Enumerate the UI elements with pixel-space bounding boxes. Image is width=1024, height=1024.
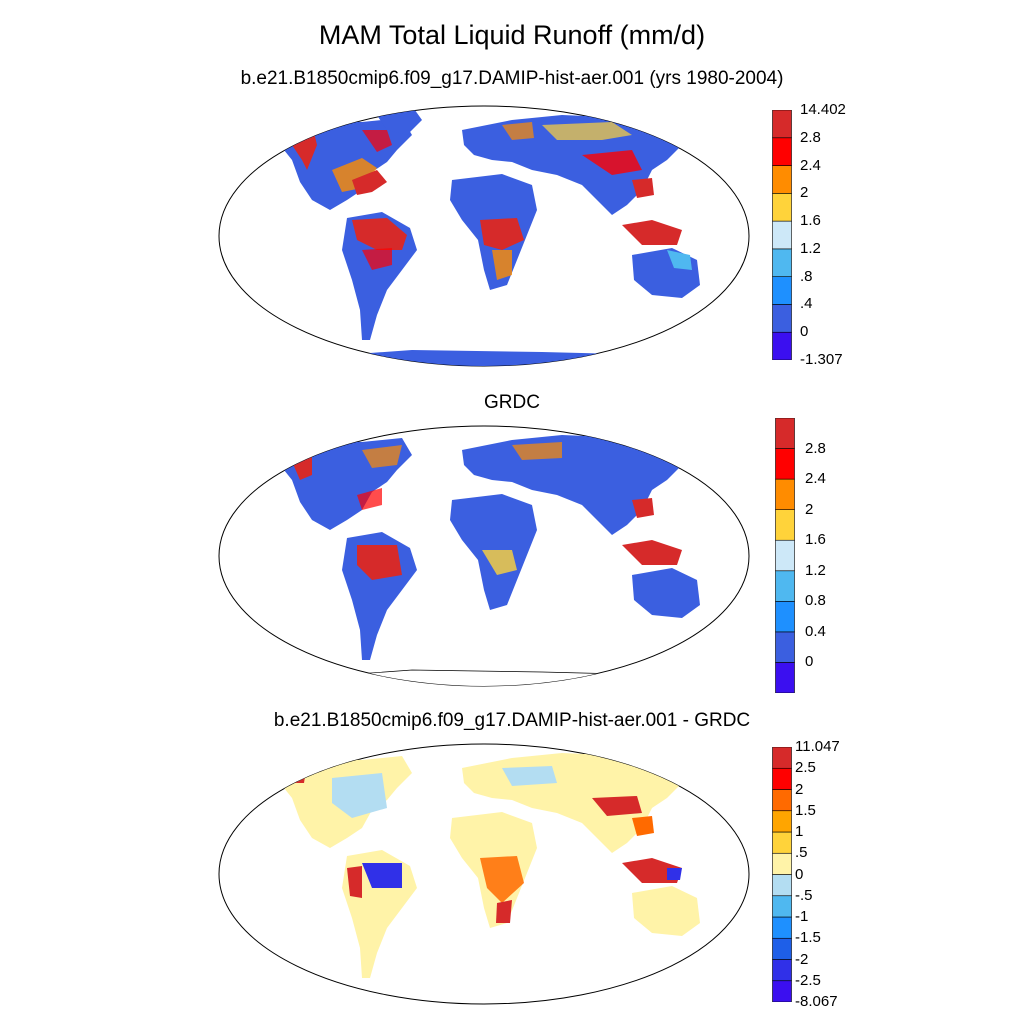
colorbar-tick-label: 2: [805, 500, 814, 518]
colorbar-tick-label: 0: [805, 653, 814, 671]
colorbar-tick-label: 1.6: [805, 531, 826, 549]
south-america-landmass: [342, 850, 417, 978]
north-america-landmass: [277, 756, 412, 848]
colorbar-box: [772, 276, 792, 305]
colorbar-tick-label: 0: [800, 323, 809, 341]
colorbar-tick-label: 11.047: [795, 738, 840, 755]
colorbar-tick-label: 2.8: [800, 128, 821, 146]
diff-colorbar: [772, 747, 792, 1002]
colorbar-box: [772, 810, 792, 833]
colorbar-box: [772, 959, 792, 982]
colorbar-tick-label: 2.4: [800, 156, 821, 174]
colorbar-box: [775, 662, 795, 693]
antarctica-landmass: [302, 350, 692, 366]
colorbar-box: [772, 831, 792, 854]
south-america-landmass: [342, 212, 417, 340]
colorbar-tick-label: .4: [800, 295, 813, 313]
colorbar-box: [772, 193, 792, 222]
eurasia-landmass: [462, 753, 682, 853]
colorbar-tick-label: -8.067: [795, 993, 838, 1010]
colorbar-tick-label: 2: [800, 184, 809, 202]
colorbar-box: [772, 895, 792, 918]
australia-landmass: [632, 248, 700, 298]
colorbar-box: [775, 570, 795, 602]
colorbar-box: [772, 165, 792, 194]
colorbar-tick-label: -1.307: [800, 351, 843, 368]
colorbar-box: [772, 874, 792, 897]
grdc-runoff-map: [218, 425, 750, 687]
model-runoff-map: [218, 105, 750, 367]
southeast-asia-islands: [622, 540, 682, 565]
colorbar-box: [772, 110, 792, 139]
colorbar-tick-label: -1: [795, 908, 809, 925]
south-america-landmass: [342, 532, 417, 660]
southeast-asia-islands: [622, 220, 682, 245]
colorbar-tick-label: 2.4: [805, 470, 826, 488]
colorbar-tick-label: 0.4: [805, 622, 826, 640]
colorbar-box: [772, 980, 792, 1002]
antarctica-outline: [301, 669, 693, 686]
colorbar-box: [775, 418, 795, 449]
colorbar-tick-label: 1.6: [800, 212, 821, 230]
australia-landmass: [632, 886, 700, 936]
colorbar-tick-label: 0: [795, 865, 804, 883]
colorbar-box: [772, 789, 792, 812]
colorbar-tick-label: 14.402: [800, 101, 846, 118]
colorbar-box: [775, 448, 795, 480]
colorbar-tick-label: -2: [795, 950, 809, 968]
colorbar-box: [772, 331, 792, 360]
colorbar-box: [772, 852, 792, 875]
colorbar-box: [775, 478, 795, 510]
colorbar-box: [772, 304, 792, 333]
obs-colorbar: [775, 418, 795, 693]
colorbar-tick-label: 2: [795, 780, 804, 798]
panel-1-title: b.e21.B1850cmip6.f09_g17.DAMIP-hist-aer.…: [240, 68, 784, 89]
difference-runoff-map: [218, 743, 750, 1005]
colorbar-box: [775, 631, 795, 663]
africa-landmass: [450, 812, 537, 928]
colorbar-box: [772, 137, 792, 166]
colorbar-box: [775, 509, 795, 541]
colorbar-tick-label: 2.5: [795, 759, 816, 777]
model-colorbar: [772, 110, 792, 360]
colorbar-tick-label: -1.5: [795, 929, 821, 947]
colorbar-box: [775, 601, 795, 633]
southeast-asia-islands: [622, 858, 682, 883]
africa-landmass: [450, 494, 537, 610]
eurasia-landmass: [462, 435, 682, 535]
colorbar-tick-label: -2.5: [795, 971, 821, 989]
colorbar-tick-label: 0.8: [805, 592, 826, 610]
colorbar-tick-label: 1.2: [805, 561, 826, 579]
colorbar-box: [772, 937, 792, 960]
panel-3-title: b.e21.B1850cmip6.f09_g17.DAMIP-hist-aer.…: [273, 710, 751, 731]
figure-title: MAM Total Liquid Runoff (mm/d): [318, 20, 706, 50]
colorbar-tick-label: 1: [795, 823, 804, 840]
colorbar-tick-label: .8: [800, 267, 813, 285]
africa-landmass: [450, 174, 537, 290]
colorbar-box: [772, 220, 792, 250]
colorbar-box: [772, 767, 792, 790]
colorbar-tick-label: 1.2: [800, 239, 821, 257]
colorbar-tick-label: .5: [795, 844, 808, 862]
colorbar-tick-label: -.5: [795, 886, 813, 904]
colorbar-box: [772, 248, 792, 277]
australia-landmass: [632, 568, 700, 618]
colorbar-tick-label: 2.8: [805, 439, 826, 457]
colorbar-box: [775, 539, 795, 572]
colorbar-box: [772, 747, 792, 769]
panel-2-title: GRDC: [484, 392, 540, 413]
eurasia-landmass: [462, 115, 682, 215]
colorbar-tick-label: 1.5: [795, 801, 816, 819]
colorbar-box: [772, 916, 792, 939]
